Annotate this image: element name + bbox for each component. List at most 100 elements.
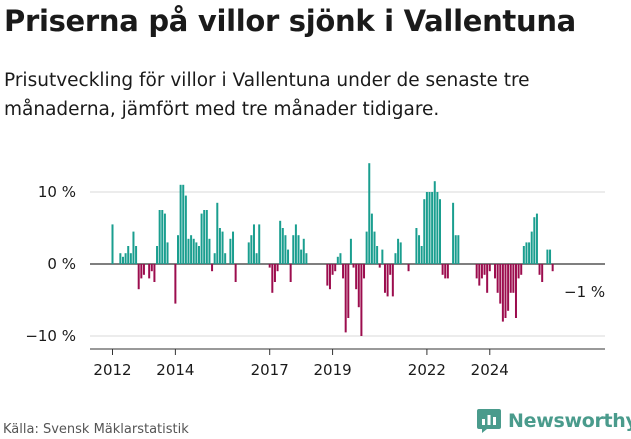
bar xyxy=(457,235,460,264)
bar xyxy=(509,264,512,293)
bar xyxy=(415,228,418,264)
bar-chart: 10 % 0 % −10 % 2012 2014 2017 2019 2022 2024 −1 … xyxy=(25,163,605,379)
bar xyxy=(504,264,507,318)
bar xyxy=(163,213,166,264)
bar xyxy=(273,264,276,282)
bar xyxy=(200,213,203,264)
bar xyxy=(339,253,342,264)
bar xyxy=(360,264,363,336)
bar xyxy=(297,235,300,264)
bar xyxy=(538,264,541,275)
bar xyxy=(161,210,164,264)
bar xyxy=(483,264,486,275)
x-tick-label: 2014 xyxy=(156,361,194,379)
bar xyxy=(512,264,515,293)
bar xyxy=(211,264,214,272)
bar xyxy=(132,231,135,264)
bar xyxy=(391,264,394,297)
bar xyxy=(281,228,284,264)
bar xyxy=(300,249,303,264)
bar xyxy=(326,264,329,286)
bar xyxy=(546,249,549,264)
bar xyxy=(397,238,400,264)
newsworthy-logo-icon xyxy=(477,409,501,433)
chart-title: Priserna på villor sjönk i Vallentuna xyxy=(4,4,576,38)
bar xyxy=(140,264,143,279)
bar xyxy=(501,264,504,322)
bar xyxy=(250,235,253,264)
y-tick-label: −10 % xyxy=(25,327,76,345)
bar xyxy=(187,238,190,264)
bar xyxy=(520,264,523,275)
bar xyxy=(279,220,282,264)
bar xyxy=(276,264,279,272)
bar xyxy=(216,202,219,264)
chart-subtitle: Prisutveckling för villor i Vallentuna u… xyxy=(4,70,530,120)
y-tick-label: 10 % xyxy=(38,183,76,201)
bar xyxy=(213,253,216,264)
bar xyxy=(208,238,211,264)
bar xyxy=(352,264,355,268)
bar xyxy=(289,264,292,282)
bar xyxy=(365,231,368,264)
x-tick-label: 2012 xyxy=(93,361,131,379)
bar xyxy=(121,256,124,264)
bar xyxy=(514,264,517,318)
bar xyxy=(373,231,376,264)
bar xyxy=(363,264,366,279)
bar xyxy=(525,242,528,264)
bar xyxy=(480,264,483,279)
bar xyxy=(328,264,331,290)
brand-name: Newsworthy xyxy=(508,410,631,432)
bar xyxy=(344,264,347,333)
bar xyxy=(370,213,373,264)
bar xyxy=(446,264,449,279)
bar xyxy=(530,231,533,264)
bar xyxy=(153,264,156,282)
x-tick-label: 2024 xyxy=(471,361,509,379)
bar xyxy=(494,264,497,279)
bar xyxy=(292,235,295,264)
bar xyxy=(383,264,386,293)
bar xyxy=(174,264,177,304)
bar xyxy=(347,264,350,318)
bar xyxy=(478,264,481,286)
source-note: Källa: Svensk Mäklarstatistik xyxy=(3,422,189,437)
bar xyxy=(394,253,397,264)
bar xyxy=(232,231,235,264)
bar xyxy=(271,264,274,293)
bar xyxy=(407,264,410,272)
bar xyxy=(192,238,195,264)
axis-layer: 10 % 0 % −10 % 2012 2014 2017 2019 2022 2024 xyxy=(25,183,605,379)
x-tick-label: 2022 xyxy=(408,361,446,379)
bar xyxy=(517,264,520,279)
bar xyxy=(386,264,389,297)
bar xyxy=(252,224,255,264)
bar xyxy=(549,249,552,264)
bar xyxy=(399,242,402,264)
bar xyxy=(475,264,478,279)
bar xyxy=(533,217,536,264)
bar xyxy=(486,264,489,293)
bars-layer xyxy=(111,163,554,336)
bar xyxy=(431,192,434,264)
bar xyxy=(190,235,193,264)
newsworthy-brand[interactable]: Newsworthy xyxy=(476,407,631,435)
bar xyxy=(111,224,114,264)
bar xyxy=(182,184,185,264)
bar xyxy=(349,238,352,264)
bar xyxy=(355,264,358,290)
bar xyxy=(444,264,447,279)
bar xyxy=(258,224,261,264)
bar xyxy=(179,184,182,264)
bar xyxy=(488,264,491,272)
bar xyxy=(184,195,187,264)
bar xyxy=(423,199,426,264)
bar xyxy=(294,224,297,264)
bar xyxy=(428,192,431,264)
bar xyxy=(177,235,179,264)
bar xyxy=(433,181,436,264)
bar xyxy=(454,235,457,264)
bar xyxy=(268,264,271,268)
bar xyxy=(148,264,151,279)
